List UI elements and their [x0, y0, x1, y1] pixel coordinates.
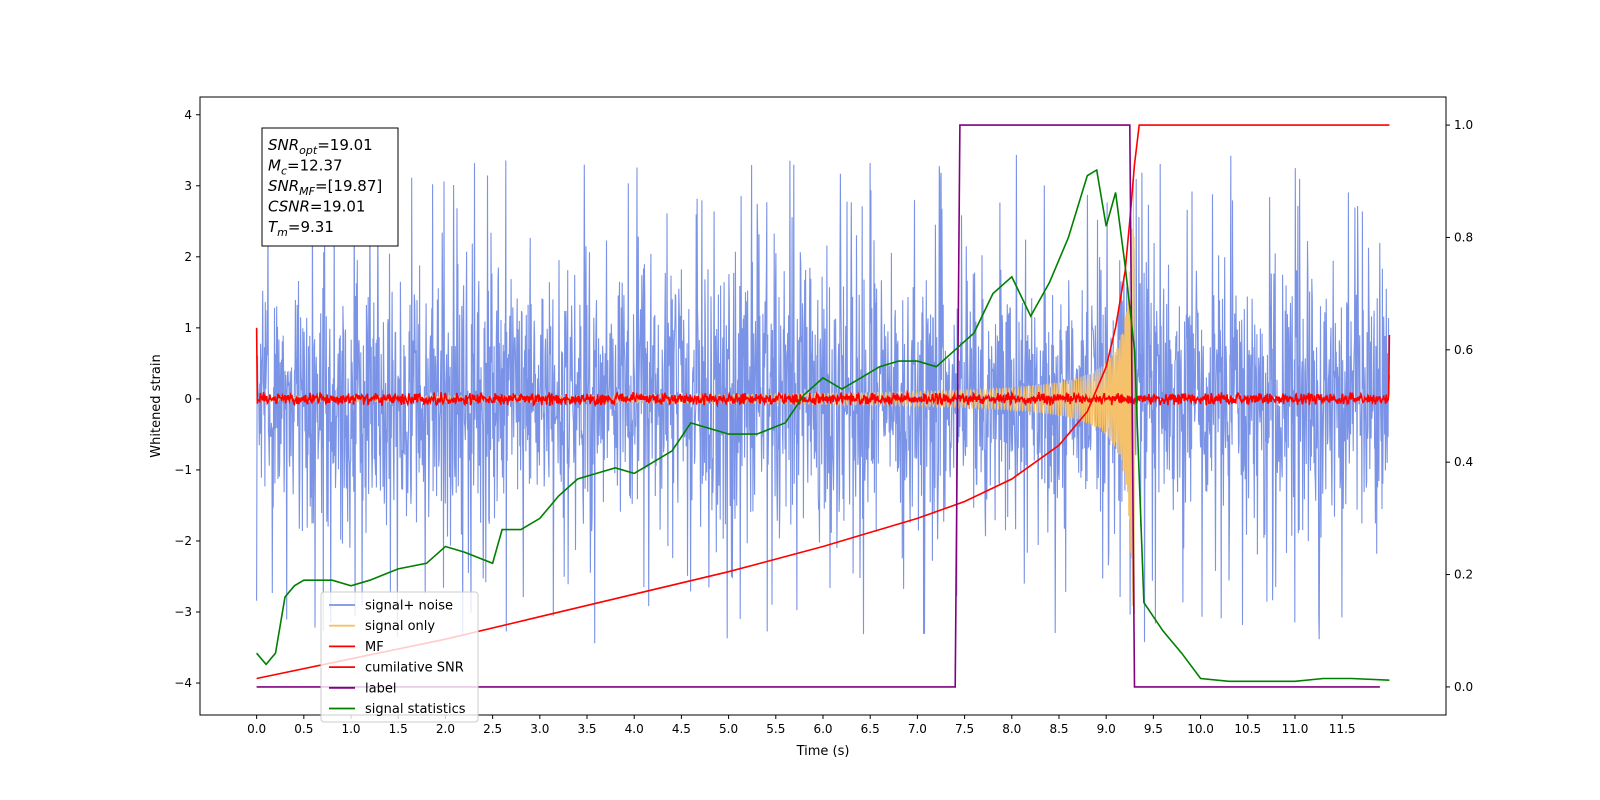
y2-tick-label: 0.2	[1454, 568, 1473, 582]
x-tick-label: 8.0	[1002, 722, 1021, 736]
y-tick-label: 1	[184, 321, 192, 335]
x-tick-label: 8.5	[1049, 722, 1068, 736]
y-axis-label: Whitened strain	[149, 354, 164, 457]
x-axis-ticks: 0.0 0.5 1.0 1.5 2.0 2.5 3.0 3.5 4.0 4.5 5.0 5.5 6.0 6…	[247, 715, 1356, 736]
series-mf	[255, 327, 1391, 408]
x-tick-label: 7.0	[908, 722, 927, 736]
series-signal-noise	[256, 154, 1390, 644]
y-tick-label: 4	[184, 108, 192, 122]
x-tick-label: 10.0	[1187, 722, 1214, 736]
annotation-line: SNRMF=[19.87]	[268, 177, 382, 198]
x-tick-label: 11.5	[1329, 722, 1356, 736]
y-axis-ticks: 4 3 2 1 0 −1 −2 −3 −4	[174, 108, 200, 690]
x-tick-label: 4.0	[625, 722, 644, 736]
y-tick-label: −2	[174, 534, 192, 548]
legend-label: cumilative SNR	[365, 661, 464, 676]
x-tick-label: 5.0	[719, 722, 738, 736]
x-axis-label: Time (s)	[796, 744, 850, 759]
x-tick-label: 9.0	[1097, 722, 1116, 736]
x-tick-label: 6.0	[813, 722, 832, 736]
x-tick-label: 3.0	[530, 722, 549, 736]
legend-frame	[320, 591, 479, 723]
x-tick-label: 0.5	[294, 722, 313, 736]
y2-tick-label: 0.8	[1454, 230, 1473, 244]
legend-label: MF	[365, 640, 384, 655]
x-tick-label: 1.0	[341, 722, 360, 736]
x-tick-label: 10.5	[1234, 722, 1261, 736]
y-tick-label: −1	[174, 463, 192, 477]
legend-label: signal statistics	[365, 702, 466, 717]
series-label	[256, 124, 1380, 688]
annotation-line: CSNR=19.01	[268, 198, 365, 216]
y2-tick-label: 1.0	[1454, 118, 1473, 132]
x-tick-label: 2.5	[483, 722, 502, 736]
x-tick-label: 9.5	[1144, 722, 1163, 736]
y-tick-label: 3	[184, 179, 192, 193]
y2-tick-label: 0.6	[1454, 343, 1473, 357]
legend-label: signal only	[365, 619, 435, 634]
annotation-line: Tm=9.31	[268, 218, 334, 239]
plot-series	[255, 124, 1391, 688]
annotation-line: Mc=12.37	[268, 157, 343, 178]
annotation-frame	[261, 127, 399, 247]
y-tick-label: −3	[174, 605, 192, 619]
x-tick-label: 4.5	[672, 722, 691, 736]
series-cumulative-snr	[256, 124, 1390, 680]
legend: signal+ noise signal only MF cumilative SNR…	[320, 591, 479, 723]
x-tick-label: 6.5	[861, 722, 880, 736]
series-signal-statistics	[255, 168, 1390, 683]
legend-label: label	[365, 681, 396, 696]
y-tick-label: 0	[184, 392, 192, 406]
y-tick-label: −4	[174, 676, 192, 690]
x-tick-label: 1.5	[389, 722, 408, 736]
y-tick-label: 2	[184, 250, 192, 264]
y2-tick-label: 0.4	[1454, 455, 1473, 469]
x-tick-label: 11.0	[1282, 722, 1309, 736]
x-tick-label: 2.0	[436, 722, 455, 736]
x-tick-label: 7.5	[955, 722, 974, 736]
x-tick-label: 5.5	[766, 722, 785, 736]
y2-axis-ticks: 1.0 0.8 0.6 0.4 0.2 0.0	[1446, 118, 1473, 694]
snr-annotation-box: SNRopt=19.01Mc=12.37SNRMF=[19.87]CSNR=19…	[261, 127, 399, 247]
x-tick-label: 3.5	[577, 722, 596, 736]
legend-label: signal+ noise	[365, 599, 453, 614]
y2-tick-label: 0.0	[1454, 680, 1473, 694]
x-tick-label: 0.0	[247, 722, 266, 736]
annotation-line: SNRopt=19.01	[268, 136, 373, 157]
